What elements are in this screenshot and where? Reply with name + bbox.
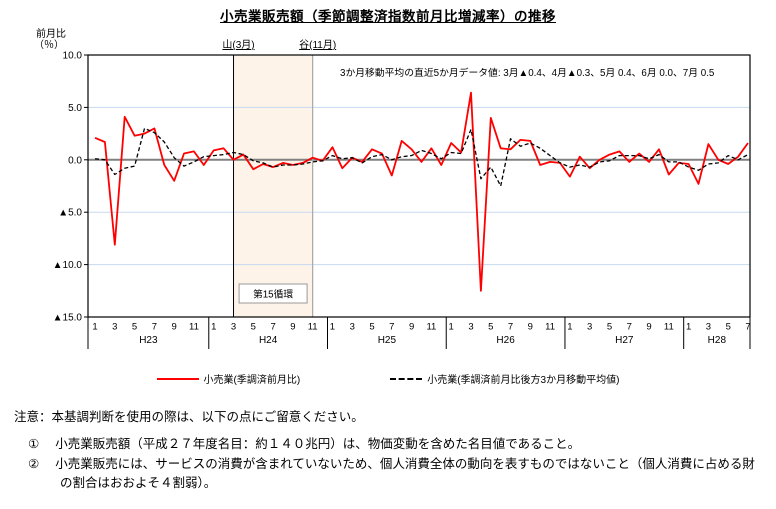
x-axis-month-label: 3 [587, 322, 592, 333]
x-axis-year-label: H26 [496, 335, 515, 346]
note-item-2: ② 小売業販売には、サービスの消費が含まれていないため、個人消費全体の動向を表すも… [14, 455, 762, 494]
x-axis-month-label: 9 [528, 322, 533, 333]
x-axis-month-label: 5 [607, 322, 612, 333]
y-axis-unit-label: 前月比 [36, 27, 66, 40]
x-axis-month-label: 7 [389, 322, 394, 333]
x-axis-month-label: 5 [488, 322, 493, 333]
x-axis-month-label: 9 [290, 322, 295, 333]
x-axis-month-label: 5 [726, 322, 731, 333]
chart-canvas: 10.0 5.0 0.0 ▲5.0 ▲10.0 ▲15.0 H23 H24 H25 H26 H27 H… [34, 27, 751, 349]
legend-item-retail: 小売業(季調済前月比) [156, 371, 301, 386]
x-axis-month-label: 5 [251, 322, 256, 333]
y-tick-label: ▲15.0 [53, 313, 83, 324]
x-axis-month-label: 3 [231, 322, 236, 333]
x-axis-month-label: 1 [211, 322, 216, 333]
y-tick-label: ▲5.0 [58, 208, 82, 219]
legend-item-moving-average: 小売業(季調済前月比後方3か月移動平均値) [390, 371, 619, 386]
x-axis-month-label: 7 [508, 322, 513, 333]
chart-title: 小売業販売額（季節調整済指数前月比増減率）の推移 [220, 9, 556, 24]
note-text-2: 小売業販売には、サービスの消費が含まれていないため、個人消費全体の動向を表すもの… [55, 456, 755, 491]
x-axis-year-label: H23 [139, 335, 158, 346]
y-tick-label: ▲10.0 [53, 260, 83, 271]
x-axis-month-label: 9 [172, 322, 177, 333]
x-axis-month-label: 9 [646, 322, 651, 333]
legend-solid-red-line-icon [156, 377, 199, 380]
x-axis-month-label: 1 [449, 322, 454, 333]
x-axis-month-label: 1 [330, 322, 335, 333]
legend-dashed-black-line-icon [390, 377, 423, 380]
notes-notice: 注意：本基調判断を使用の際は、以下の点にご留意ください。 [14, 410, 364, 424]
x-axis-month-label: 1 [567, 322, 572, 333]
cycle-shaded-band [233, 55, 313, 317]
legend-label-moving-average: 小売業(季調済前月比後方3か月移動平均値) [427, 375, 620, 386]
x-axis-month-label: 7 [627, 322, 632, 333]
x-axis-year-label: H28 [708, 335, 727, 346]
x-axis-year-label: H24 [259, 335, 278, 346]
x-axis-month-label: 9 [409, 322, 414, 333]
x-axis-year-label: H25 [378, 335, 397, 346]
x-axis-month-label: 11 [308, 322, 318, 333]
note-item-1: ① 小売業販売額（平成２７年度名目：約１４０兆円）は、物価変動を含めた名目値である… [14, 435, 762, 454]
x-axis-month-label: 3 [350, 322, 355, 333]
x-axis-month-label: 11 [426, 322, 436, 333]
y-tick-label: 5.0 [68, 103, 82, 114]
x-axis-month-label: 3 [468, 322, 473, 333]
series-line-retail [94, 91, 749, 292]
x-axis-month-label: 3 [706, 322, 711, 333]
plot-border [87, 54, 751, 318]
x-axis-month-label: 5 [369, 322, 374, 333]
y-tick-label: 10.0 [63, 51, 83, 62]
x-axis-month-label: 5 [132, 322, 137, 333]
legend-label-retail: 小売業(季調済前月比) [203, 375, 301, 386]
x-axis-month-label: 1 [686, 322, 691, 333]
x-axis-month-label: 7 [745, 322, 750, 333]
x-axis-month-label: 7 [152, 322, 157, 333]
cycle-label-box [238, 283, 308, 304]
x-axis-month-label: 3 [112, 322, 117, 333]
cycle-label: 第15循環 [253, 288, 293, 301]
series-line-moving-average [94, 127, 749, 187]
x-axis-month-label: 1 [92, 322, 97, 333]
peak-annotation: 山(3月) [222, 39, 254, 51]
x-axis-month-label: 11 [189, 322, 199, 333]
moving-average-annotation: 3か月移動平均の直近5か月データ値: 3月▲0.4、4月▲0.3、5月 0.4、… [340, 66, 715, 79]
x-axis-month-label: 11 [664, 322, 674, 333]
y-tick-label: 0.0 [68, 155, 82, 166]
x-axis-month-label: 11 [545, 322, 555, 333]
trough-annotation: 谷(11月) [299, 39, 336, 51]
x-axis-year-label: H27 [615, 335, 634, 346]
notes-block: 注意：本基調判断を使用の際は、以下の点にご留意ください。 ① 小売業販売額（平成２… [0, 408, 776, 494]
note-text-1: 小売業販売額（平成２７年度名目：約１４０兆円）は、物価変動を含めた名目値であるこ… [55, 437, 581, 452]
x-axis-month-label: 7 [270, 322, 275, 333]
y-axis-unit-label: （％） [34, 39, 64, 51]
note-marker-2: ② [28, 456, 40, 471]
chart-legend: 小売業(季調済前月比) 小売業(季調済前月比後方3か月移動平均値) [0, 371, 776, 386]
note-marker-1: ① [28, 437, 40, 452]
